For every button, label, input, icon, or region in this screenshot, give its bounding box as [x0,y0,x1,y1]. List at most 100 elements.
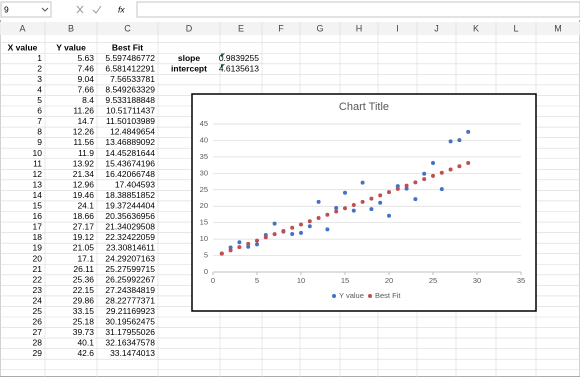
cell: 2 [37,63,42,73]
name-box-dropdown[interactable] [41,7,49,12]
cell: 24.29207163 [105,253,155,263]
y-tick-label: 5 [204,251,208,260]
cell: 18.38851852 [105,190,155,200]
y-tick-label: 40 [200,135,208,144]
data-point [272,232,277,237]
stat-value: 0.9839255 [219,53,259,63]
cell: 1 [37,53,42,63]
cell: 29 [33,348,43,358]
cell: 33.1474013 [110,348,155,358]
data-point [395,184,400,189]
cell: 9.04 [77,74,94,84]
column-header-row [0,22,580,35]
data-point [272,221,277,226]
cell: 40.1 [77,338,94,348]
cell: 21.05 [73,243,95,253]
data-point [457,138,462,143]
x-tick-label: 25 [429,276,437,285]
formula-input[interactable] [136,1,580,18]
data-point [255,238,259,243]
data-point [466,160,471,165]
data-point [334,205,339,210]
data-point [299,222,303,227]
cell: 11.9 [78,148,94,158]
name-box[interactable] [0,1,52,18]
legend-marker [332,294,336,298]
x-tick-label: 5 [255,276,259,285]
column-header: G [316,23,323,33]
data-point [237,245,242,250]
data-point [325,212,330,217]
column-header: J [434,23,439,33]
column-header: K [473,23,479,33]
data-point [290,225,295,230]
data-point [448,139,453,144]
x-tick-label: 20 [385,276,393,285]
y-tick-label: 30 [200,168,208,177]
header-cell: Y value [56,42,86,52]
cell: 23 [33,285,43,295]
cell: 21.34029508 [105,222,155,232]
column-header: I [396,23,399,33]
data-point [325,227,330,232]
data-point [316,199,321,204]
cell: 12.4849654 [110,127,155,137]
column-header: D [186,23,193,33]
cell: 10 [33,148,43,158]
data-point [290,231,295,236]
enter-icon[interactable] [92,5,102,14]
cell: 27 [33,327,43,337]
cell: 17.404593 [115,179,155,189]
data-point [343,190,347,195]
cell: 17 [33,222,43,232]
data-point [246,244,251,249]
cell: 26.25992267 [105,274,155,284]
cell: 29.86 [73,295,95,305]
column-header: E [238,23,244,33]
data-point [351,203,356,208]
data-point [343,206,347,211]
cell: 25.36 [73,274,95,284]
stat-label: slope [178,53,200,63]
fx-icon[interactable]: fx [118,4,125,14]
x-tick-label: 35 [517,276,525,285]
data-point [422,177,427,182]
cell: 14.45281644 [105,148,155,158]
cell: 21.34 [73,169,95,179]
cell: 5 [37,95,42,105]
cell: 11.50103989 [106,116,155,126]
data-point [431,173,435,178]
cell: 12 [33,169,43,179]
chart-title: Chart Title [339,101,389,113]
sheet: A B C D E F G H I J K L M X value Y value Best Fit 1 5.63… [0,22,580,377]
legend-marker [368,294,372,298]
cell: 9.533188848 [105,95,155,105]
cell: 13.92 [73,158,95,168]
error-indicator [221,64,225,69]
column-header: H [356,23,363,33]
cell: 14 [33,190,43,200]
cell: 18.66 [73,211,95,221]
y-tick-label: 10 [200,234,208,243]
cell: 22.32422059 [105,232,155,242]
data-point [281,228,286,233]
data-point [228,245,233,250]
cell: 31.17955026 [105,327,155,337]
data-point [299,230,303,235]
cell: 32.16347578 [105,338,155,348]
cell: 15 [33,201,43,211]
column-header: A [19,23,25,33]
data-point [422,171,427,176]
cell: 23.30814611 [106,243,155,253]
stat-value: 4.6135613 [219,63,259,73]
data-point [316,215,321,220]
data-point [219,251,224,256]
cancel-icon[interactable] [76,5,84,14]
column-header: B [68,23,74,33]
data-point [378,193,383,198]
data-point [448,167,453,172]
cell: 24 [33,295,43,305]
cell: 26.11 [73,264,94,274]
data-point [387,213,391,218]
